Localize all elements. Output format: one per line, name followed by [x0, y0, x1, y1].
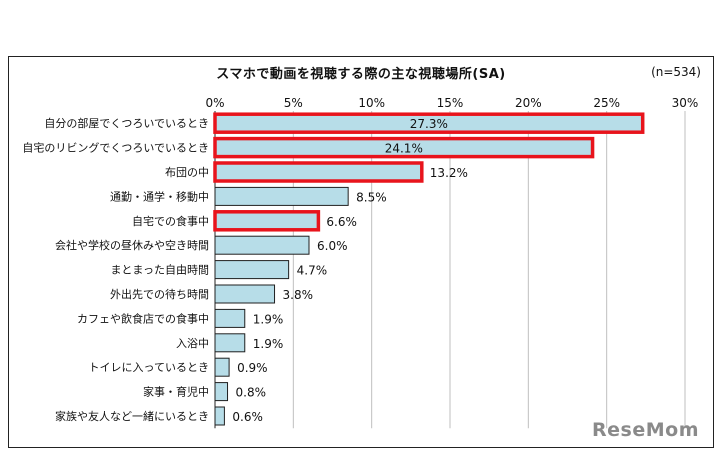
value-label: 0.9% [237, 361, 268, 375]
bar [213, 161, 424, 183]
bar-chart: 0% 5% 10% 15% 20% 25% 30% 自分の部屋でくつろいでいるとき自宅のリビ… [22, 96, 698, 429]
bar [214, 357, 230, 377]
x-tick-label: 0% [205, 96, 224, 110]
bar [214, 382, 229, 402]
bar [214, 284, 276, 304]
resemom-logo: ReseMom [592, 419, 699, 441]
bar [213, 112, 645, 134]
value-label: 3.8% [283, 288, 314, 302]
bar [214, 333, 246, 353]
bars [213, 112, 645, 426]
category-label: 自宅での食事中 [132, 214, 209, 228]
bar [214, 406, 225, 426]
value-label: 27.3% [410, 117, 448, 131]
value-label: 0.6% [232, 410, 263, 424]
value-label: 6.6% [326, 215, 357, 229]
value-labels: 27.3% 24.1% 13.2% 8.5% 6.6% 6.0% 4.7% 3.8% 1.9% 1… [232, 117, 468, 424]
category-label: 入浴中 [176, 337, 209, 350]
category-labels: 自分の部屋でくつろいでいるとき自宅のリビングでくつろいでいるとき布団の中通勤・通… [22, 116, 209, 423]
value-label: 13.2% [430, 166, 468, 180]
bar [214, 186, 349, 206]
bar [213, 136, 595, 159]
category-label: 会社や学校の昼休みや空き時間 [55, 238, 209, 252]
chart-frame: スマホで動画を視聴する際の主な視聴場所(SA) (n=534) 0% 5% 10% 1… [8, 56, 714, 448]
x-tick-label: 5% [284, 96, 303, 110]
value-label: 24.1% [385, 142, 423, 156]
category-label: 自分の部屋でくつろいでいるとき [44, 116, 209, 130]
value-label: 1.9% [253, 312, 284, 326]
category-label: 家族や友人など一緒にいるとき [55, 409, 209, 423]
x-tick-label: 20% [515, 96, 542, 110]
bar [213, 210, 321, 232]
value-label: 6.0% [317, 239, 348, 253]
category-label: 布団の中 [165, 166, 209, 179]
value-label: 1.9% [253, 337, 284, 351]
category-label: 外出先での待ち時間 [110, 287, 209, 301]
bar [214, 235, 310, 255]
value-label: 4.7% [297, 264, 328, 278]
x-tick-label: 30% [672, 96, 699, 110]
sample-size: (n=534) [651, 65, 701, 79]
bar [214, 260, 290, 280]
category-label: トイレに入っているとき [89, 361, 209, 374]
x-tick-label: 10% [358, 96, 385, 110]
value-label: 8.5% [356, 190, 387, 204]
value-label: 0.8% [236, 386, 266, 400]
chart-title: スマホで動画を視聴する際の主な視聴場所(SA) [216, 67, 506, 82]
category-label: まとまった自由時間 [110, 263, 209, 277]
x-tick-label: 25% [593, 96, 620, 110]
x-tick-label: 15% [437, 96, 464, 110]
bar [214, 308, 246, 328]
category-label: 自宅のリビングでくつろいでいるとき [22, 141, 209, 155]
category-label: 家事・育児中 [143, 385, 209, 399]
category-label: 通勤・通学・移動中 [110, 189, 209, 203]
category-label: カフェや飲食店での食事中 [77, 311, 209, 325]
x-tick-labels: 0% 5% 10% 15% 20% 25% 30% [205, 96, 698, 110]
